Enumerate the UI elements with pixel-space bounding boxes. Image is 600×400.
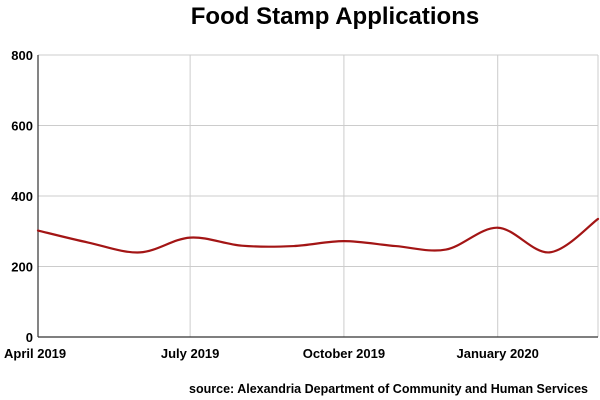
y-tick-label: 800 bbox=[11, 48, 33, 63]
y-tick-label: 600 bbox=[11, 119, 33, 134]
series bbox=[36, 217, 600, 254]
x-tick-label: April 2019 bbox=[4, 346, 66, 361]
y-tick-labels: 0 200 400 600 800 bbox=[11, 48, 33, 345]
y-tick-label: 200 bbox=[11, 260, 33, 275]
x-tick-label: October 2019 bbox=[303, 346, 385, 361]
axes bbox=[37, 55, 598, 338]
chart-title: Food Stamp Applications bbox=[191, 3, 479, 30]
x-tick-label: July 2019 bbox=[161, 346, 220, 361]
grid-lines bbox=[38, 54, 599, 337]
y-tick-label: 400 bbox=[11, 189, 33, 204]
x-tick-labels: April 2019 July 2019 October 2019 January 2… bbox=[4, 346, 539, 361]
x-tick-label: January 2020 bbox=[456, 346, 538, 361]
series-line bbox=[36, 217, 600, 254]
source-note: source: Alexandria Department of Communi… bbox=[189, 382, 588, 396]
y-tick-label: 0 bbox=[26, 330, 33, 345]
